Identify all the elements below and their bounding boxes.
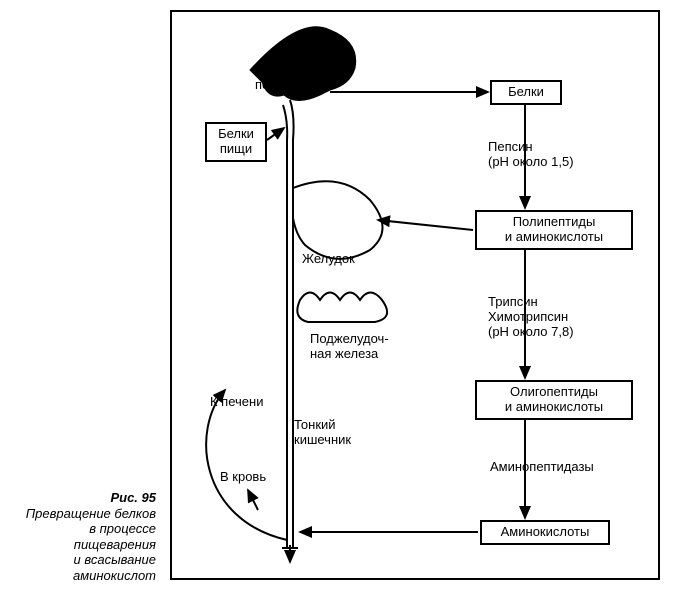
- caption-title: Рис. 95: [110, 490, 156, 505]
- label-pancreas: Поджелудоч-ная железа: [310, 332, 389, 362]
- diagram-frame: [170, 10, 660, 580]
- label-aminopeptidases: Аминопептидазы: [490, 460, 594, 475]
- figure-caption: Рис. 95 Превращение белковв процессепище…: [6, 490, 156, 584]
- box-proteins: Белки: [490, 80, 562, 105]
- box-text: Олигопептидыи аминокислоты: [505, 384, 603, 414]
- box-oligopeptides: Олигопептидыи аминокислоты: [475, 380, 633, 420]
- label-small-intestine: Тонкийкишечник: [294, 418, 351, 448]
- box-food-proteins: Белкипищи: [205, 122, 267, 162]
- caption-text: Превращение белковв процессепищеваренияи…: [26, 506, 156, 583]
- box-text: Белкипищи: [218, 126, 254, 156]
- label-stomach: Желудок: [302, 252, 355, 267]
- box-text: Аминокислоты: [501, 524, 590, 539]
- box-polypeptides: Полипептидыи аминокислоты: [475, 210, 633, 250]
- label-oral-cavity: Ротоваяполость: [255, 63, 304, 93]
- label-pepsin: Пепсин(pH около 1,5): [488, 140, 574, 170]
- label-to-blood: В кровь: [220, 470, 266, 485]
- box-text: Полипептидыи аминокислоты: [505, 214, 603, 244]
- label-to-liver: К печени: [210, 395, 263, 410]
- box-text: Белки: [508, 84, 544, 99]
- label-trypsin: ТрипсинХимотрипсин(pH около 7,8): [488, 295, 574, 340]
- box-aminoacids: Аминокислоты: [480, 520, 610, 545]
